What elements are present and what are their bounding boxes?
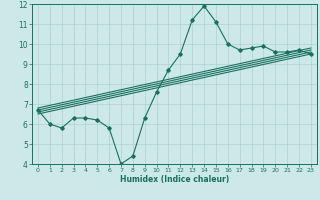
- X-axis label: Humidex (Indice chaleur): Humidex (Indice chaleur): [120, 175, 229, 184]
